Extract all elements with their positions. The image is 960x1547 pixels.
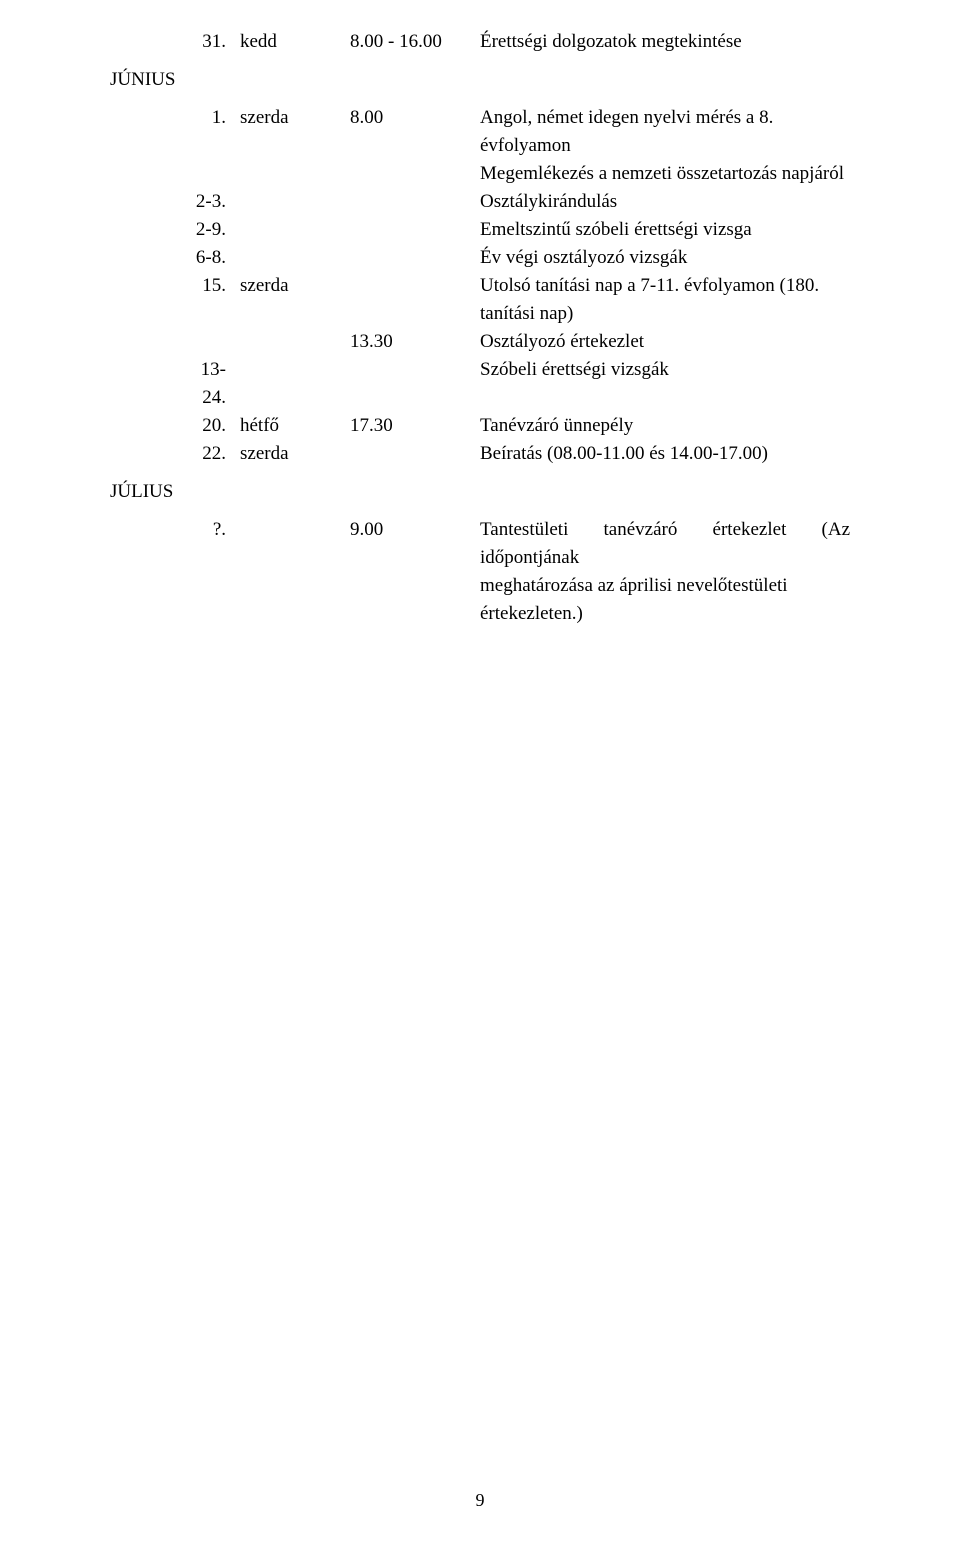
date-cell: 6-8. [177,244,226,272]
desc-cell: Emeltszintű szóbeli érettségi vizsga [480,216,850,244]
time-cell: 13.30 [350,328,480,356]
desc-cell: Év végi osztályozó vizsgák [480,244,850,272]
time-cell: 17.30 [350,412,480,440]
day-cell: szerda [226,104,350,132]
date-cell: 2-9. [177,216,226,244]
date-cell: 31. [177,28,226,56]
june-schedule: 1.szerda8.00Angol, német idegen nyelvi m… [110,104,850,468]
schedule-row-continuation: meghatározása az áprilisi nevelőtestület… [177,572,850,628]
schedule-row: 13.30Osztályozó értekezlet [177,328,850,356]
date-cell: 22. [177,440,226,468]
date-cell: 20. [177,412,226,440]
schedule-row: Megemlékezés a nemzeti összetartozás nap… [177,160,850,188]
desc-cell: Megemlékezés a nemzeti összetartozás nap… [480,160,850,188]
schedule-row: 1.szerda8.00Angol, német idegen nyelvi m… [177,104,850,160]
date-cell: 13-24. [177,356,226,412]
month-heading-june: JÚNIUS [110,66,850,94]
schedule-row: 6-8. Év végi osztályozó vizsgák [177,244,850,272]
desc-cell: Tantestületi tanévzáró értekezlet (Az id… [480,516,850,572]
day-cell: kedd [226,28,350,56]
schedule-row: 22.szerda Beíratás (08.00-11.00 és 14.00-… [177,440,850,468]
schedule-row: ?. 9.00 Tantestületi tanévzáró értekezle… [177,516,850,572]
day-cell: szerda [226,272,350,300]
date-cell: ?. [177,516,226,544]
day-cell: hétfő [226,412,350,440]
schedule-row: 31. kedd 8.00 - 16.00 Érettségi dolgozat… [177,28,850,56]
date-cell: 15. [177,272,226,300]
schedule-row: 2-9. Emeltszintű szóbeli érettségi vizsga [177,216,850,244]
date-cell: 1. [177,104,226,132]
desc-cell: Beíratás (08.00-11.00 és 14.00-17.00) [480,440,850,468]
desc-cell: Érettségi dolgozatok megtekintése [480,28,850,56]
desc-cell: Angol, német idegen nyelvi mérés a 8. év… [480,104,850,160]
desc-cell: Osztályozó értekezlet [480,328,850,356]
desc-cell: meghatározása az áprilisi nevelőtestület… [480,572,850,628]
desc-cell: Tanévzáró ünnepély [480,412,850,440]
schedule-row: 13-24. Szóbeli érettségi vizsgák [177,356,850,412]
time-cell: 8.00 - 16.00 [350,28,480,56]
time-cell: 9.00 [350,516,480,544]
schedule-row: 15.szerda Utolsó tanítási nap a 7-11. évf… [177,272,850,328]
page: 31. kedd 8.00 - 16.00 Érettségi dolgozat… [0,0,960,1547]
day-cell: szerda [226,440,350,468]
schedule-row: 20.hétfő17.30Tanévzáró ünnepély [177,412,850,440]
date-cell: 2-3. [177,188,226,216]
desc-cell: Osztálykirándulás [480,188,850,216]
month-heading-july: JÚLIUS [110,478,850,506]
page-number: 9 [0,1490,960,1511]
schedule-row: 2-3. Osztálykirándulás [177,188,850,216]
time-cell: 8.00 [350,104,480,132]
desc-cell: Szóbeli érettségi vizsgák [480,356,850,384]
desc-cell: Utolsó tanítási nap a 7-11. évfolyamon (… [480,272,850,328]
